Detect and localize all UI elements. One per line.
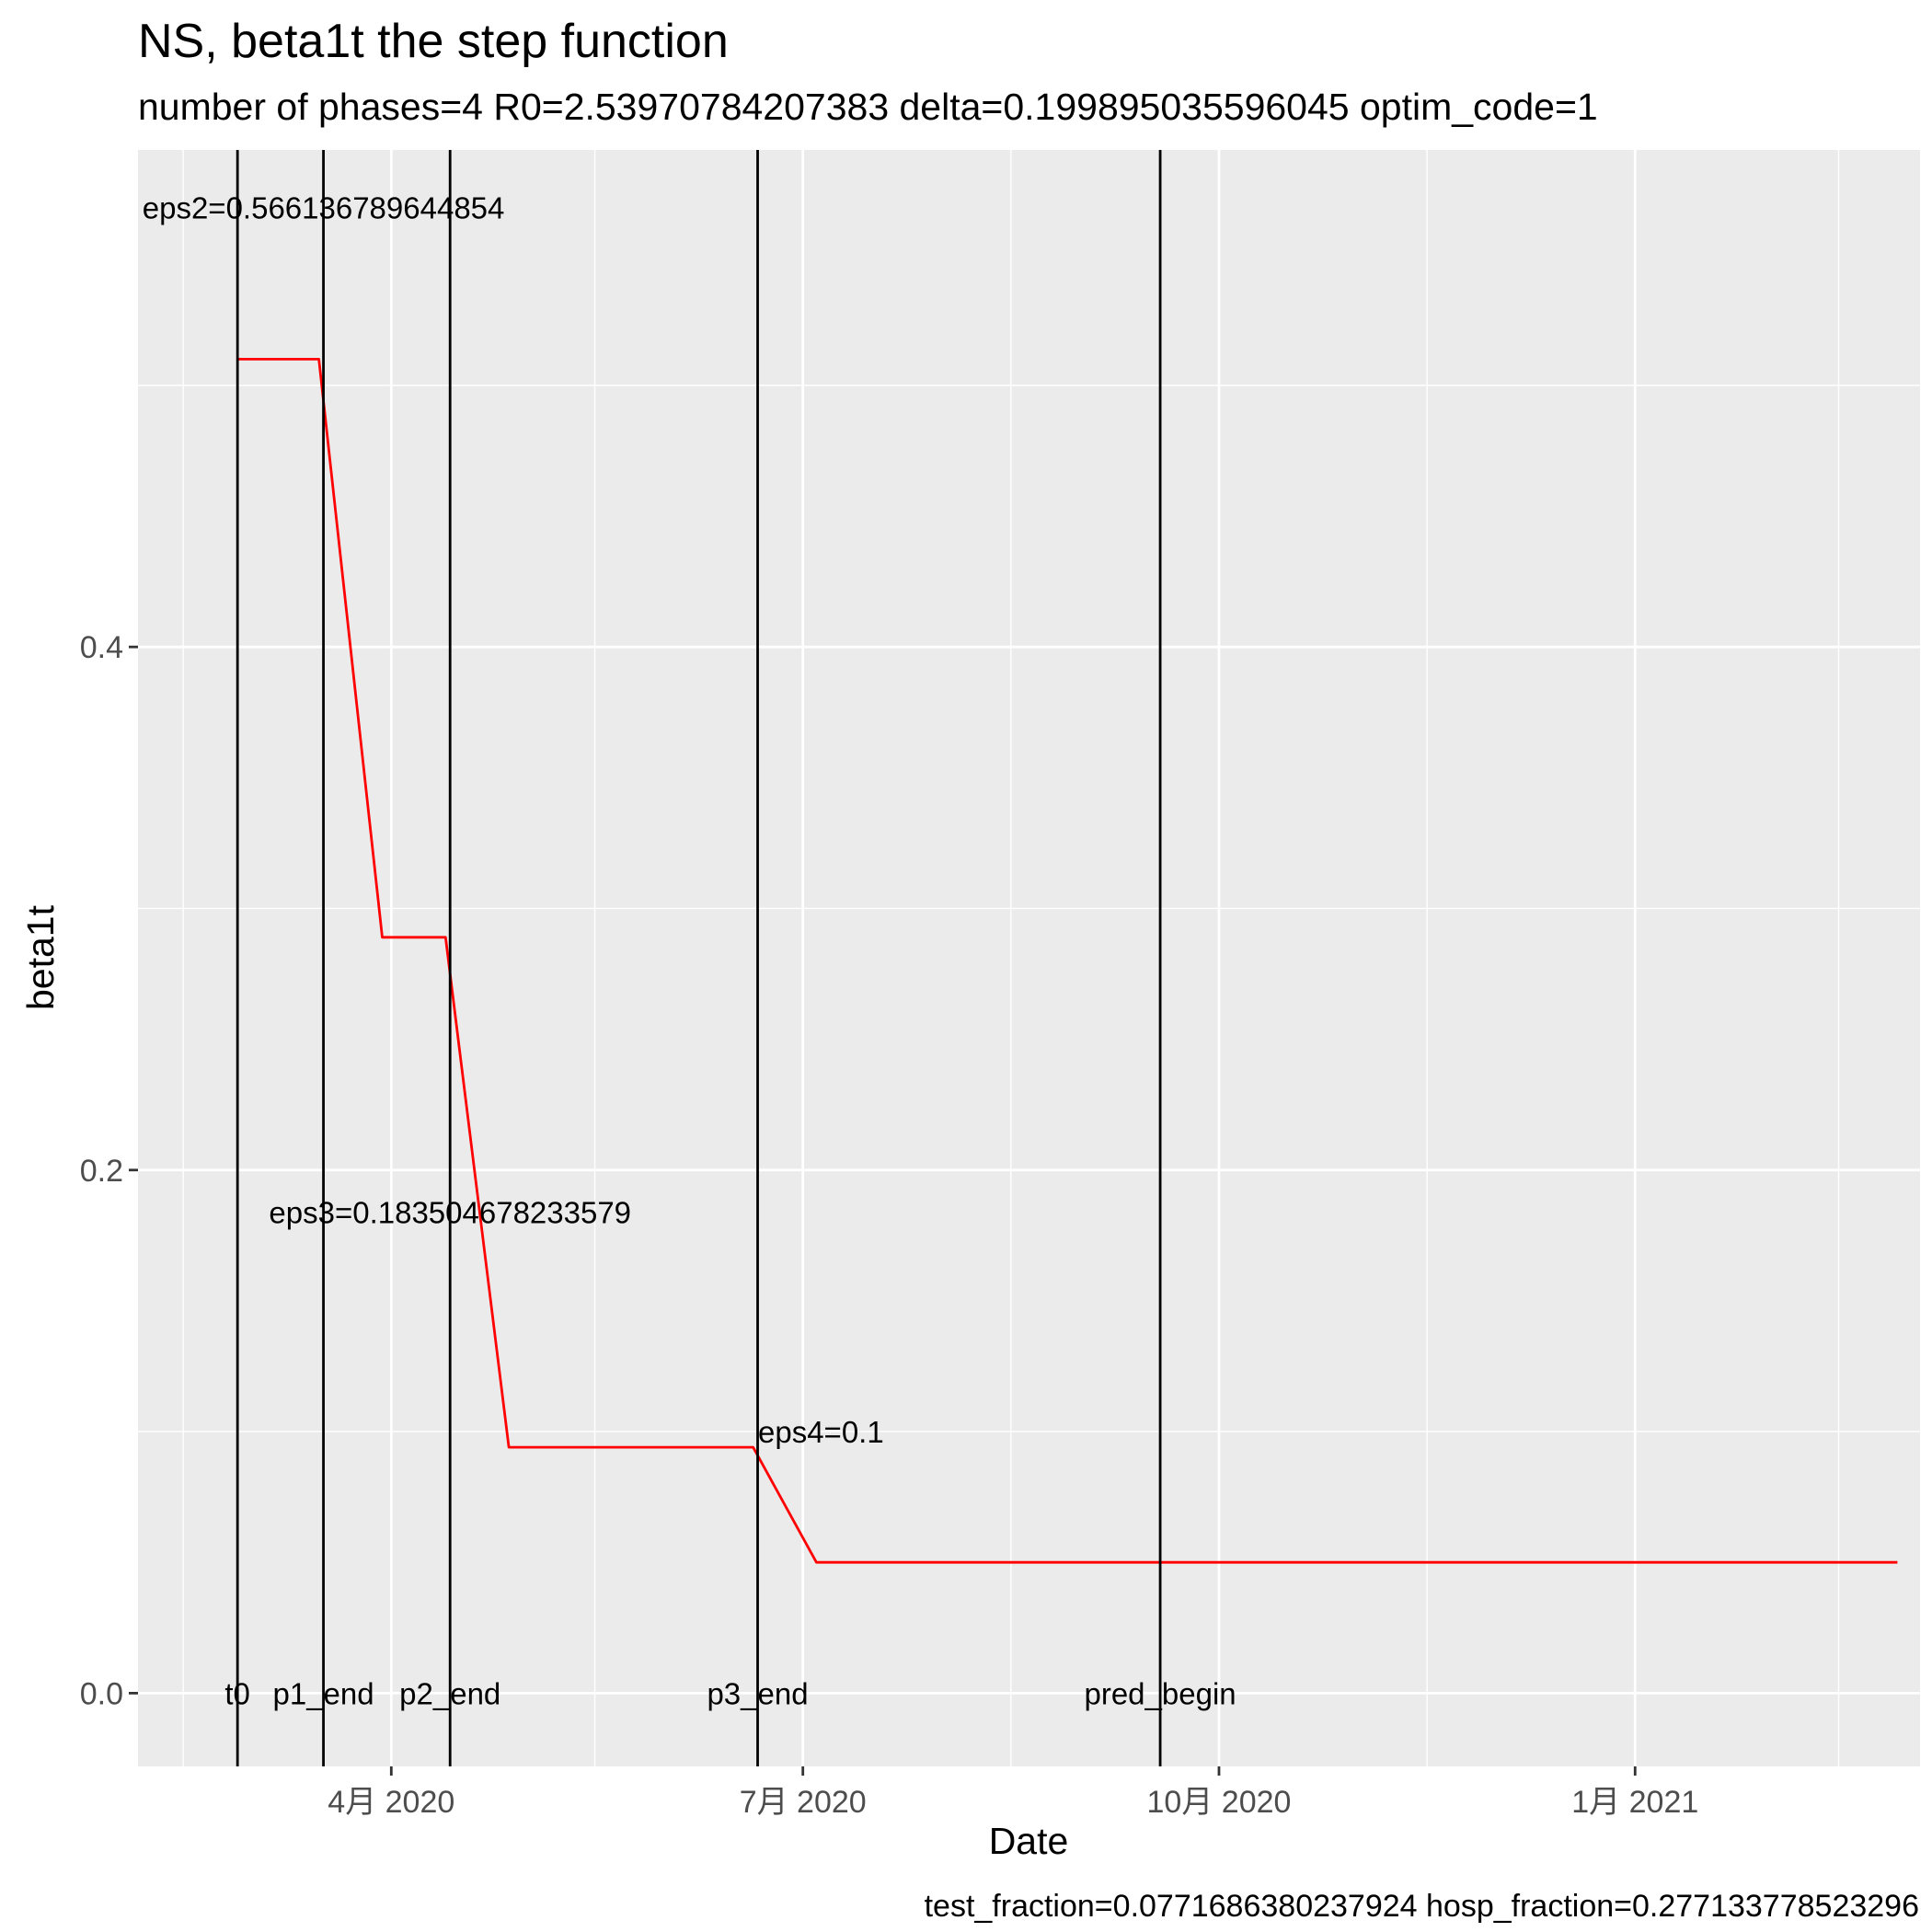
annotations: t0 p1_end p2_end p3_end pred_begin eps2=0.566… [143,191,1236,1711]
eps-annotation: eps4=0.1 [758,1415,884,1449]
y-axis-title: beta1t [19,904,62,1010]
minor-gridlines [138,150,1920,1766]
chart-caption: test_fraction=0.0771686380237924 hosp_fr… [925,1889,1919,1924]
series-layer [237,357,1898,1564]
vertical-markers [236,150,1162,1766]
chart-title: NS, beta1t the step function [138,15,729,68]
major-gridlines [138,150,1920,1766]
vline-label-pred-begin: pred_begin [1084,1676,1236,1710]
axes: 0.0 0.2 0.4 4月 2020 7月 2020 10月 2020 1月 2021 [80,630,1699,1820]
eps-annotation: eps2=0.566136789644854 [143,191,505,225]
y-tick-label: 0.0 [80,1676,123,1711]
x-tick-label: 10月 2020 [1147,1785,1292,1820]
x-tick-label: 1月 2021 [1571,1785,1698,1820]
vline-label-p2-end: p2_end [399,1676,500,1710]
vline-label-p1-end: p1_end [273,1676,374,1710]
beta1t-series-line [237,357,1898,1564]
x-tick-label: 4月 2020 [328,1785,454,1820]
x-axis-title: Date [989,1820,1069,1862]
vline-label-t0: t0 [224,1676,250,1710]
eps-annotation: eps3=0.183504678233579 [269,1195,631,1229]
y-tick-label: 0.2 [80,1154,123,1189]
chart-subtitle: number of phases=4 R0=2.53970784207383 d… [138,86,1598,128]
x-tick-label: 7月 2020 [740,1785,867,1820]
y-tick-label: 0.4 [80,630,123,665]
plot-panel [138,150,1920,1766]
vline-label-p3-end: p3_end [707,1676,808,1710]
